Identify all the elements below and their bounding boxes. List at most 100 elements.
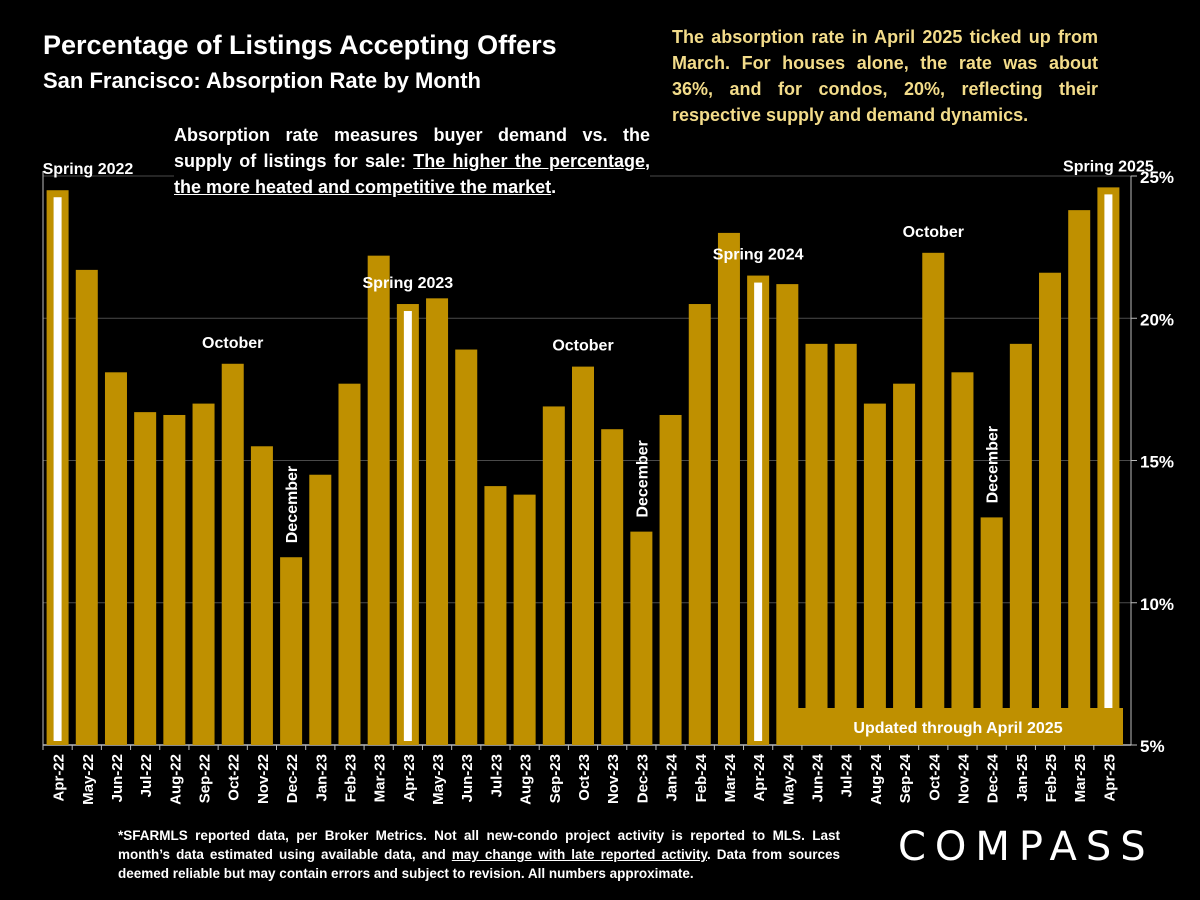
bar-jan-25 bbox=[1009, 343, 1032, 745]
x-tick-label: Jan-24 bbox=[664, 753, 681, 801]
bar-aug-22 bbox=[163, 414, 186, 745]
x-tick-label: Mar-23 bbox=[372, 754, 389, 802]
bar-jun-22 bbox=[104, 372, 127, 745]
x-tick-label: Feb-24 bbox=[693, 753, 710, 802]
x-tick-label: Dec-22 bbox=[284, 754, 301, 803]
x-tick-label: Apr-25 bbox=[1101, 754, 1118, 802]
x-tick-label: Nov-23 bbox=[605, 754, 622, 804]
bar-mar-25 bbox=[1068, 210, 1091, 745]
highlight-bar-apr-22 bbox=[53, 197, 62, 742]
x-tick-label: Nov-22 bbox=[255, 754, 272, 804]
bar-sep-22 bbox=[192, 403, 215, 745]
bar-nov-24 bbox=[951, 372, 974, 745]
x-tick-label: Aug-23 bbox=[518, 754, 535, 805]
x-tick-label: Mar-24 bbox=[722, 753, 739, 802]
y-tick-label: 15% bbox=[1140, 453, 1174, 472]
x-tick-label: Feb-23 bbox=[342, 754, 359, 802]
bar-sep-23 bbox=[542, 406, 565, 745]
bar-feb-25 bbox=[1039, 272, 1062, 745]
x-tick-label: Aug-24 bbox=[868, 753, 885, 804]
x-tick-label: Jun-22 bbox=[109, 754, 126, 802]
footnote-part2: . Data from sources deemed reliable but … bbox=[118, 847, 840, 881]
footnote-part1: *SFARMLS reported data, per Broker Metri… bbox=[118, 828, 840, 862]
bar-dec-23 bbox=[630, 531, 653, 745]
x-tick-label: Jan-25 bbox=[1014, 754, 1031, 802]
x-tick-label: Aug-22 bbox=[167, 754, 184, 805]
bar-may-22 bbox=[75, 269, 98, 745]
y-tick-label: 10% bbox=[1140, 595, 1174, 614]
bar-mar-23 bbox=[367, 255, 390, 745]
x-tick-label: Jul-23 bbox=[488, 754, 505, 797]
bar-sep-24 bbox=[893, 383, 916, 745]
explanation-end: . bbox=[551, 177, 557, 197]
bar-feb-24 bbox=[688, 304, 711, 745]
x-tick-label: May-23 bbox=[430, 754, 447, 805]
explanation-lead: Absorption rate measures buyer demand vs… bbox=[174, 125, 650, 171]
annotation-label: Spring 2023 bbox=[363, 275, 454, 292]
y-tick-label: 20% bbox=[1140, 310, 1174, 329]
x-tick-label: Sep-23 bbox=[547, 754, 564, 803]
bar-oct-24 bbox=[922, 252, 945, 745]
bar-aug-24 bbox=[863, 403, 886, 745]
x-tick-label: Jul-22 bbox=[138, 754, 155, 797]
footnote: *SFARMLS reported data, per Broker Metri… bbox=[118, 826, 840, 883]
annotation-label: Spring 2022 bbox=[43, 161, 134, 178]
bar-feb-23 bbox=[338, 383, 361, 745]
x-tick-label: Sep-24 bbox=[897, 753, 914, 803]
explanation-text: Absorption rate measures buyer demand vs… bbox=[174, 122, 650, 200]
x-tick-label: May-22 bbox=[80, 754, 97, 805]
bar-oct-22 bbox=[221, 363, 244, 745]
bar-jan-24 bbox=[659, 414, 682, 745]
annotation-label: October bbox=[903, 224, 964, 241]
chart-subtitle: San Francisco: Absorption Rate by Month bbox=[43, 68, 481, 93]
bar-jan-23 bbox=[309, 474, 332, 745]
bar-jul-23 bbox=[484, 486, 507, 745]
bar-may-23 bbox=[426, 298, 449, 745]
highlight-bar-apr-24 bbox=[754, 282, 763, 741]
bar-aug-23 bbox=[513, 494, 536, 745]
annotation-label: December bbox=[985, 426, 1002, 503]
annotation-label: Spring 2025 bbox=[1063, 158, 1154, 175]
annotation-label: October bbox=[202, 335, 263, 352]
bar-dec-24 bbox=[980, 517, 1003, 745]
bar-nov-23 bbox=[601, 429, 624, 745]
compass-logo: COMPASS bbox=[898, 824, 1155, 870]
bar-jul-22 bbox=[134, 412, 157, 745]
x-tick-label: Dec-23 bbox=[634, 754, 651, 803]
annotation-label: Spring 2024 bbox=[713, 247, 804, 264]
bar-nov-22 bbox=[250, 446, 273, 745]
x-tick-label: Jul-24 bbox=[839, 753, 856, 797]
x-tick-label: May-24 bbox=[780, 753, 797, 805]
footnote-underlined: may change with late reported activity bbox=[451, 847, 707, 862]
x-tick-label: Apr-24 bbox=[751, 753, 768, 801]
explanation-emphasis: The higher the percentage, the more heat… bbox=[174, 151, 650, 197]
x-tick-label: Feb-25 bbox=[1043, 754, 1060, 802]
bar-jul-24 bbox=[834, 343, 857, 745]
x-tick-label: Oct-23 bbox=[576, 754, 593, 801]
annotation-label: December bbox=[284, 466, 301, 543]
bar-jun-23 bbox=[455, 349, 478, 745]
x-tick-label: Sep-22 bbox=[197, 754, 214, 803]
bar-dec-22 bbox=[280, 557, 303, 745]
chart-title: Percentage of Listings Accepting Offers bbox=[43, 30, 557, 60]
x-tick-label: Dec-24 bbox=[985, 753, 1002, 803]
bar-mar-24 bbox=[717, 232, 740, 745]
highlight-bar-apr-25 bbox=[1104, 194, 1113, 741]
x-tick-label: Jun-23 bbox=[459, 754, 476, 802]
x-tick-label: Oct-22 bbox=[226, 754, 243, 801]
y-tick-label: 5% bbox=[1140, 737, 1165, 756]
x-tick-label: Nov-24 bbox=[955, 753, 972, 804]
bar-jun-24 bbox=[805, 343, 828, 745]
summary-text: The absorption rate in April 2025 ticked… bbox=[672, 27, 1098, 125]
updated-banner-label: Updated through April 2025 bbox=[853, 720, 1062, 737]
x-tick-label: Apr-23 bbox=[401, 754, 418, 802]
annotation-label: December bbox=[634, 440, 651, 517]
x-tick-label: Apr-22 bbox=[51, 754, 68, 802]
updated-banner bbox=[797, 708, 1123, 745]
x-tick-label: Mar-25 bbox=[1072, 754, 1089, 802]
x-tick-label: Jun-24 bbox=[810, 753, 827, 802]
x-tick-label: Oct-24 bbox=[926, 753, 943, 800]
annotation-label: October bbox=[552, 338, 613, 355]
highlight-bar-apr-23 bbox=[403, 311, 412, 741]
bar-may-24 bbox=[776, 284, 799, 745]
